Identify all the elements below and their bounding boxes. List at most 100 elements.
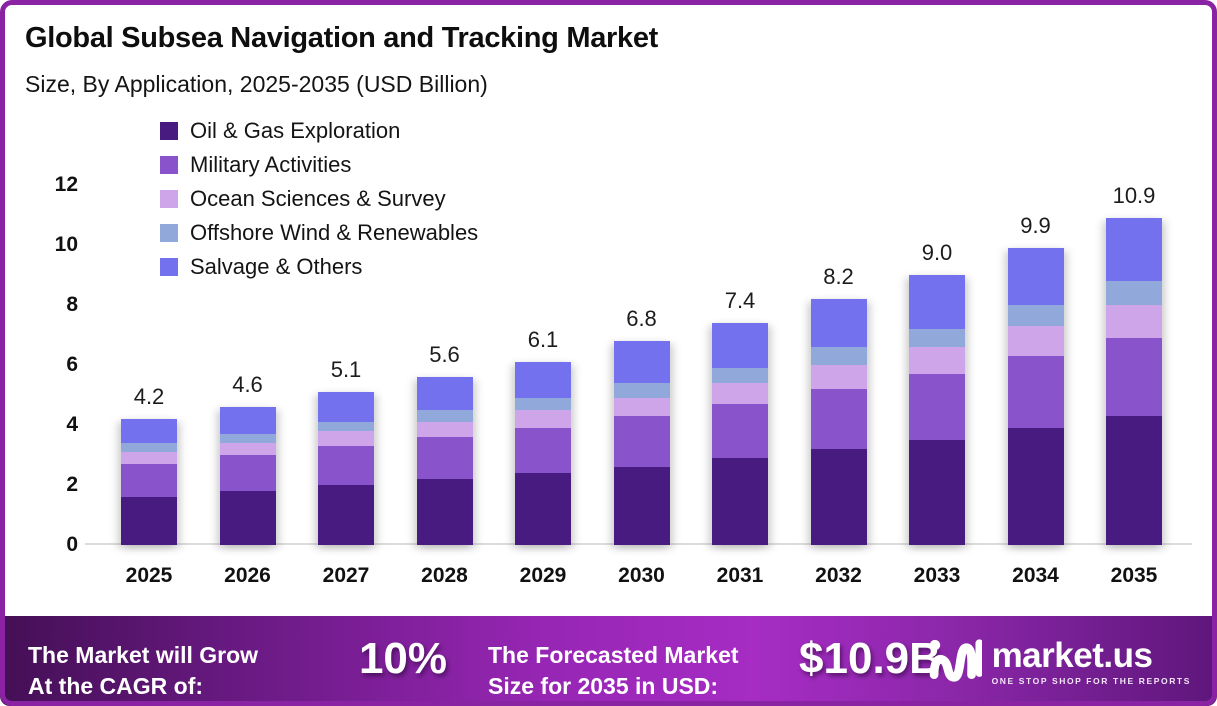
logo-tagline: ONE STOP SHOP FOR THE REPORTS (991, 675, 1191, 686)
bar-segment-2030-oil-gas-exploration (613, 467, 670, 545)
x-axis-label-2028: 2028 (421, 564, 468, 587)
bar-segment-2028-ocean-sciences-survey (416, 422, 473, 437)
bar-segment-2031-oil-gas-exploration (712, 458, 768, 545)
bar-segment-2034-ocean-sciences-survey (1007, 326, 1064, 356)
legend-swatch-salvage (160, 258, 178, 276)
bar-segment-2032-salvage-others (810, 299, 867, 347)
bar-segment-2026-military-activities (219, 455, 276, 491)
bar-segment-2029-offshore-wind-renewables (515, 398, 571, 410)
bar-total-label-2027: 5.1 (330, 357, 362, 382)
bar-2025 (121, 419, 177, 545)
bar-segment-2035-oil-gas-exploration (1106, 416, 1162, 545)
bar-segment-2028-salvage-others (416, 377, 473, 410)
legend-label: Military Activities (190, 152, 352, 177)
bar-total-label-2033: 9.0 (921, 240, 953, 265)
bar-segment-2025-salvage-others (121, 419, 177, 443)
bar-segment-2028-offshore-wind-renewables (416, 410, 473, 422)
bar-segment-2034-military-activities (1007, 356, 1064, 428)
bar-segment-2032-ocean-sciences-survey (810, 365, 867, 389)
legend-swatch-ocean-sciences (160, 190, 178, 208)
bar-total-label-2029: 6.1 (527, 327, 559, 352)
bar-segment-2026-salvage-others (219, 407, 276, 434)
bar-total-label-2031: 7.4 (724, 288, 756, 313)
bar-segment-2034-salvage-others (1007, 248, 1064, 305)
bar-segment-2033-salvage-others (909, 275, 965, 329)
bar-segment-2027-salvage-others (318, 392, 374, 422)
legend-label: Offshore Wind & Renewables (190, 220, 479, 245)
bar-2032 (810, 299, 867, 545)
bar-2028 (416, 377, 473, 545)
x-axis-label-2026: 2026 (224, 564, 271, 587)
legend-item-salvage: Salvage & Others (160, 255, 478, 279)
bar-total-label-2028: 5.6 (429, 342, 460, 367)
cagr-value: 10% (358, 634, 448, 683)
bar-segment-2033-military-activities (909, 374, 965, 440)
bar-segment-2026-oil-gas-exploration (219, 491, 276, 545)
bar-2026 (219, 407, 276, 545)
bar-2033 (909, 275, 965, 545)
logo-text: market.us (991, 635, 1153, 675)
bar-segment-2027-offshore-wind-renewables (318, 422, 374, 431)
bar-segment-2027-military-activities (318, 446, 374, 485)
bar-segment-2031-offshore-wind-renewables (712, 368, 768, 383)
y-axis-tick-6: 6 (66, 353, 78, 376)
bar-segment-2032-offshore-wind-renewables (810, 347, 867, 365)
market-us-logo-icon (928, 633, 983, 690)
x-axis-label-2025: 2025 (125, 564, 173, 587)
bar-segment-2031-salvage-others (712, 323, 768, 368)
y-axis-tick-2: 2 (66, 473, 78, 496)
legend-item-offshore-wind: Offshore Wind & Renewables (160, 221, 478, 245)
y-axis-tick-10: 10 (54, 233, 78, 256)
legend-swatch-oil-gas (160, 122, 178, 140)
legend-item-oil-gas: Oil & Gas Exploration (160, 119, 478, 143)
y-axis-tick-8: 8 (66, 293, 78, 316)
bar-2027 (318, 392, 374, 545)
chart-legend: Oil & Gas Exploration Military Activitie… (160, 119, 478, 289)
bar-segment-2028-military-activities (416, 437, 473, 479)
cagr-label: The Market will Grow At the CAGR of: (28, 642, 259, 699)
bar-segment-2029-military-activities (515, 428, 571, 473)
bar-segment-2034-offshore-wind-renewables (1007, 305, 1064, 326)
bar-segment-2032-military-activities (810, 389, 867, 449)
bar-segment-2029-ocean-sciences-survey (515, 410, 571, 428)
bar-total-label-2025: 4.2 (133, 384, 165, 409)
bar-2030 (613, 341, 670, 545)
legend-label: Oil & Gas Exploration (190, 118, 401, 143)
legend-label: Salvage & Others (190, 254, 363, 279)
bar-segment-2033-ocean-sciences-survey (909, 347, 965, 374)
bar-segment-2025-ocean-sciences-survey (121, 452, 177, 464)
x-axis-label-2029: 2029 (519, 564, 567, 587)
bar-segment-2034-oil-gas-exploration (1007, 428, 1064, 545)
bar-segment-2030-salvage-others (613, 341, 670, 383)
page-subtitle: Size, By Application, 2025-2035 (USD Bil… (25, 71, 488, 97)
bar-segment-2030-military-activities (613, 416, 670, 467)
y-axis-tick-4: 4 (66, 413, 78, 436)
forecast-label: The Forecasted Market Size for 2035 in U… (488, 642, 739, 699)
market-us-logo: market.us ONE STOP SHOP FOR THE REPORTS (928, 633, 1191, 690)
x-axis-label-2030: 2030 (618, 564, 665, 587)
legend-item-ocean-sciences: Ocean Sciences & Survey (160, 187, 478, 211)
bar-segment-2035-offshore-wind-renewables (1106, 281, 1162, 305)
x-axis-label-2035: 2035 (1110, 564, 1158, 587)
bar-segment-2035-military-activities (1106, 338, 1162, 416)
legend-item-military: Military Activities (160, 153, 478, 177)
bar-total-label-2030: 6.8 (626, 306, 657, 331)
legend-swatch-offshore-wind (160, 224, 178, 242)
bar-total-label-2035: 10.9 (1112, 183, 1156, 208)
y-axis-tick-0: 0 (66, 533, 78, 556)
bar-total-label-2032: 8.2 (823, 264, 854, 289)
bar-segment-2027-ocean-sciences-survey (318, 431, 374, 446)
bar-segment-2030-ocean-sciences-survey (613, 398, 670, 416)
bar-segment-2026-ocean-sciences-survey (219, 443, 276, 455)
x-axis-label-2034: 2034 (1012, 564, 1059, 587)
bar-total-label-2026: 4.6 (232, 372, 263, 397)
bar-2034 (1007, 248, 1064, 545)
bar-2031 (712, 323, 768, 545)
bar-segment-2031-military-activities (712, 404, 768, 458)
bar-segment-2033-oil-gas-exploration (909, 440, 965, 545)
legend-swatch-military (160, 156, 178, 174)
forecast-value: $10.9B (799, 634, 941, 683)
bar-segment-2028-oil-gas-exploration (416, 479, 473, 545)
